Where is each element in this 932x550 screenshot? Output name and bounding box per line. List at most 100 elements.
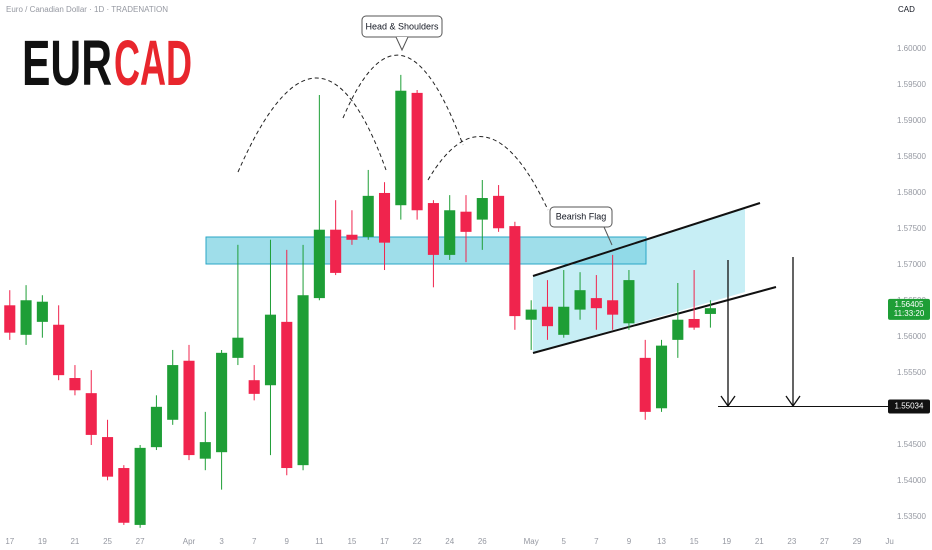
candle-body <box>704 308 716 314</box>
candle-body <box>36 301 48 322</box>
x-tick-label: Ju <box>885 537 893 546</box>
candle-body <box>525 309 537 320</box>
candle-body <box>688 318 700 328</box>
annotation-pointer <box>603 226 613 246</box>
x-tick-label: 22 <box>413 537 422 546</box>
candle-body <box>607 300 619 315</box>
flag-lower-line <box>532 286 777 354</box>
target-price-box <box>888 399 930 414</box>
candle-body <box>216 352 228 453</box>
x-tick-label: 3 <box>219 537 224 546</box>
target-price-label: 1.55034 <box>895 402 924 411</box>
candle-body <box>118 468 130 523</box>
candle-body <box>411 92 423 211</box>
candle-body <box>378 192 391 243</box>
candle-body <box>53 324 65 376</box>
candle-body <box>330 229 342 273</box>
candle-body <box>558 306 570 335</box>
y-tick-label: 1.57000 <box>897 260 926 269</box>
annotation-pointer <box>395 36 409 52</box>
y-tick-label: 1.58500 <box>897 152 926 161</box>
chart-title: Euro / Canadian Dollar · 1D · TRADENATIO… <box>6 5 168 14</box>
flag-upper-line <box>532 202 761 277</box>
candle-body <box>346 234 358 240</box>
y-tick-label: 1.56000 <box>897 332 926 341</box>
arrow-head <box>720 395 736 408</box>
candle-body <box>297 295 309 466</box>
flag-fill <box>533 207 745 353</box>
candle-body <box>460 211 472 232</box>
candle-body <box>199 442 211 459</box>
y-tick-label: 1.58000 <box>897 188 926 197</box>
candle-body <box>101 437 114 477</box>
x-tick-label: 5 <box>562 537 567 546</box>
x-tick-label: 9 <box>627 537 632 546</box>
x-tick-label: 24 <box>445 537 454 546</box>
candle-body <box>20 300 32 335</box>
candle-body <box>444 210 456 255</box>
x-tick-label: 19 <box>38 537 47 546</box>
x-tick-label: 7 <box>252 537 257 546</box>
candle-body <box>493 195 505 229</box>
x-tick-label: 19 <box>722 537 731 546</box>
x-tick-label: Apr <box>183 537 196 546</box>
candle-body <box>313 229 325 299</box>
y-tick-label: 1.59000 <box>897 116 926 125</box>
countdown-label: 11:33:20 <box>894 309 925 318</box>
annotation: Bearish Flag <box>556 211 607 221</box>
logo-left: EUR <box>22 27 112 99</box>
candle-body <box>541 306 554 327</box>
x-tick-label: 21 <box>70 537 79 546</box>
y-tick-label: 1.60000 <box>897 44 926 53</box>
y-tick-label: 1.59500 <box>897 80 926 89</box>
candle-body <box>281 321 293 469</box>
x-tick-label: 9 <box>285 537 290 546</box>
x-tick-label: 17 <box>380 537 389 546</box>
candle-body <box>4 305 16 333</box>
y-tick-label: 1.55500 <box>897 368 926 377</box>
x-tick-label: 17 <box>5 537 14 546</box>
candle-body <box>476 198 488 220</box>
x-tick-label: 21 <box>755 537 764 546</box>
x-tick-label: 27 <box>136 537 145 546</box>
candle-body <box>167 365 179 420</box>
candle-body <box>574 290 586 310</box>
candle-body <box>672 319 684 340</box>
candle-body <box>623 280 635 324</box>
drawings <box>205 54 801 408</box>
candle-body <box>134 447 146 525</box>
candle-body <box>509 226 521 317</box>
x-tick-label: 27 <box>820 537 829 546</box>
candle-body <box>248 380 260 394</box>
shoulder-arc <box>427 136 549 211</box>
x-tick-label: 15 <box>690 537 699 546</box>
y-tick-label: 1.54000 <box>897 476 926 485</box>
y-tick-label: 1.53500 <box>897 512 926 521</box>
x-tick-label: 13 <box>657 537 666 546</box>
candle-body <box>590 298 602 309</box>
head-arc <box>342 54 464 146</box>
candle-body <box>183 360 195 456</box>
candle-body <box>655 345 668 409</box>
arrow-head <box>785 395 801 408</box>
x-tick-label: 26 <box>478 537 487 546</box>
candle-body <box>639 357 651 412</box>
x-tick-label: May <box>524 537 539 546</box>
x-tick-label: 23 <box>787 537 796 546</box>
last-price-label: 1.56405 <box>895 300 924 309</box>
x-tick-label: 25 <box>103 537 112 546</box>
resistance-zone <box>205 236 647 265</box>
y-tick-label: 1.57500 <box>897 224 926 233</box>
candle-body <box>362 195 374 237</box>
annotation-box <box>549 206 613 228</box>
x-tick-label: 7 <box>594 537 599 546</box>
candle-body <box>427 203 439 255</box>
candle-body <box>150 406 162 448</box>
candles <box>4 74 716 528</box>
x-tick-label: 29 <box>853 537 862 546</box>
candle-body <box>264 314 277 386</box>
logo-right: CAD <box>114 27 192 99</box>
shoulder-arc <box>237 77 387 173</box>
